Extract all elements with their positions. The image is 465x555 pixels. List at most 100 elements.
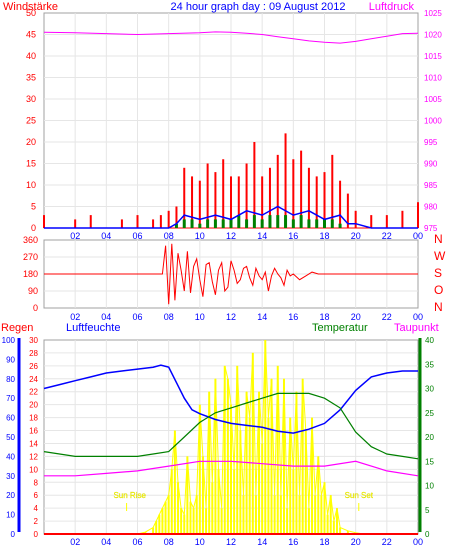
rain-tick: 16: [29, 427, 38, 436]
x-tick: 02: [70, 537, 80, 547]
compass-label: S: [434, 266, 442, 280]
wind-direction-line: [44, 243, 418, 305]
rain-tick: 26: [29, 362, 38, 371]
temperature-tick: 20: [425, 433, 434, 442]
chart-title: 24 hour graph day : 09 August 2012: [171, 1, 346, 13]
direction-tick: 0: [33, 303, 38, 313]
x-tick: 20: [351, 312, 361, 322]
wind-tick: 20: [26, 137, 36, 147]
humidity-tick: 0: [11, 530, 16, 539]
direction-tick: 180: [23, 269, 38, 279]
x-tick: 04: [101, 312, 111, 322]
wind-tick: 10: [26, 180, 36, 190]
pressure-tick: 1020: [424, 31, 442, 40]
wind-tick: 40: [26, 51, 36, 61]
wind-tick: 0: [31, 223, 36, 233]
x-tick: 08: [164, 537, 174, 547]
rain-tick: 18: [29, 414, 38, 423]
pressure-tick: 980: [424, 203, 438, 212]
wind-tick: 45: [26, 30, 36, 40]
rain-tick: 4: [34, 504, 39, 513]
pressure-tick: 975: [424, 224, 438, 233]
direction-tick: 360: [23, 235, 38, 245]
x-tick: 22: [382, 537, 392, 547]
pressure-tick: 1015: [424, 52, 442, 61]
chart-marks: [43, 31, 419, 535]
rain-axis-title: Regen: [1, 322, 33, 334]
temperature-line: [43, 392, 419, 460]
x-tick: 02: [70, 231, 80, 241]
humidity-tick: 40: [6, 452, 15, 461]
humidity-tick: 70: [6, 394, 15, 403]
x-tick: 10: [195, 231, 205, 241]
temperature-tick: 25: [425, 409, 434, 418]
compass-label: N: [434, 232, 443, 246]
pressure-tick: 990: [424, 160, 438, 169]
wind-tick: 30: [26, 94, 36, 104]
wind-tick: 50: [26, 8, 36, 18]
temperature-tick: 5: [425, 506, 430, 515]
x-tick: 08: [164, 231, 174, 241]
rain-tick: 2: [34, 517, 39, 526]
humidity-tick: 50: [6, 433, 15, 442]
sunset-label: Sun Set: [345, 491, 374, 500]
x-tick: 10: [195, 537, 205, 547]
humidity-axis-title: Luftfeuchte: [66, 322, 120, 334]
x-tick: 00: [413, 312, 423, 322]
x-tick: 16: [288, 231, 298, 241]
pressure-y-axis: 1025 1020 1015 1010 1005 1000 995 990 98…: [424, 9, 442, 233]
rain-tick: 12: [29, 452, 38, 461]
x-tick: 14: [257, 312, 267, 322]
rain-tick: 10: [29, 465, 38, 474]
x-tick: 04: [101, 537, 111, 547]
x-tick: 22: [382, 312, 392, 322]
humidity-tick: 30: [6, 472, 15, 481]
rain-tick: 28: [29, 349, 38, 358]
pressure-tick: 1000: [424, 117, 442, 126]
x-tick: 12: [226, 537, 236, 547]
humidity-line: [43, 364, 418, 434]
x-tick: 18: [319, 231, 329, 241]
wind-axis-title: Windstärke: [3, 1, 58, 13]
x-tick: 06: [132, 537, 142, 547]
temperature-axis-title: Temperatur: [312, 322, 368, 334]
rain-y-axis: 30 28 26 24 22 20 18 16 14 12 10 8 6 4 2…: [29, 336, 38, 539]
humidity-y-axis: 100 90 80 70 60 50 40 30 20 10 0: [2, 336, 16, 539]
pressure-axis-title: Luftdruck: [369, 1, 415, 13]
temperature-tick: 40: [425, 336, 434, 345]
dewpoint-line: [44, 460, 419, 477]
x-tick: 00: [413, 537, 423, 547]
x-tick: 16: [288, 312, 298, 322]
x-tick: 14: [257, 231, 267, 241]
wind-x-axis: 02 04 06 08 10 12 14 16 18 20 22 00: [70, 231, 423, 241]
x-tick: 12: [226, 231, 236, 241]
temperature-tick: 10: [425, 482, 434, 491]
rain-tick: 30: [29, 336, 38, 345]
humidity-tick: 60: [6, 414, 15, 423]
solar-line: [129, 339, 364, 535]
temperature-tick: 35: [425, 360, 434, 369]
wind-y-axis: 50 45 40 35 30 25 20 15 10 5 0: [26, 8, 36, 233]
direction-tick: 270: [23, 252, 38, 262]
x-tick: 20: [351, 231, 361, 241]
rain-tick: 24: [29, 375, 38, 384]
compass-labels: N W S O N: [434, 232, 446, 314]
x-tick: 06: [132, 312, 142, 322]
pressure-tick: 985: [424, 181, 438, 190]
dewpoint-axis-title: Taupunkt: [394, 322, 439, 334]
x-tick: 10: [195, 312, 205, 322]
humidity-tick: 20: [6, 491, 15, 500]
temperature-y-axis: 40 35 30 25 20 15 10 5 0: [425, 336, 434, 539]
humidity-tick: 80: [6, 375, 15, 384]
x-tick: 20: [351, 537, 361, 547]
temperature-tick: 15: [425, 457, 434, 466]
direction-tick: 90: [28, 286, 38, 296]
rain-tick: 6: [34, 491, 39, 500]
x-tick: 08: [164, 312, 174, 322]
x-tick: 18: [319, 537, 329, 547]
x-tick: 22: [382, 231, 392, 241]
pressure-tick: 1005: [424, 95, 442, 104]
rain-tick: 0: [34, 530, 39, 539]
humidity-tick: 100: [2, 336, 16, 345]
